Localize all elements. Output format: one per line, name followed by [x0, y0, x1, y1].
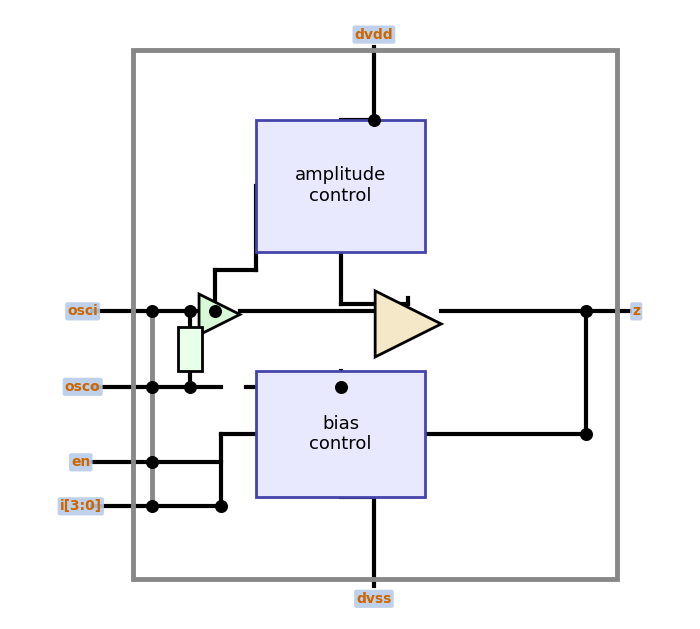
Text: z: z	[632, 304, 640, 318]
Text: dvdd: dvdd	[355, 28, 393, 42]
Text: osci: osci	[67, 304, 98, 318]
Text: bias
control: bias control	[309, 415, 372, 454]
Text: en: en	[71, 455, 90, 469]
Point	[146, 306, 158, 316]
Polygon shape	[375, 291, 441, 357]
Point	[216, 501, 227, 511]
Bar	[133, 50, 617, 579]
Text: i[3:0]: i[3:0]	[60, 499, 102, 513]
Text: osco: osco	[65, 380, 101, 394]
Point	[335, 382, 346, 392]
Point	[210, 306, 221, 316]
Text: amplitude
control: amplitude control	[295, 166, 386, 205]
Point	[184, 306, 195, 316]
Point	[368, 114, 379, 125]
Point	[146, 501, 158, 511]
Text: dvss: dvss	[356, 592, 391, 606]
Bar	[178, 327, 202, 371]
Point	[580, 429, 592, 439]
Point	[580, 306, 592, 316]
Bar	[256, 120, 426, 252]
Bar	[256, 371, 426, 497]
Point	[146, 382, 158, 392]
Point	[184, 382, 195, 392]
Polygon shape	[199, 294, 240, 335]
Point	[146, 457, 158, 467]
